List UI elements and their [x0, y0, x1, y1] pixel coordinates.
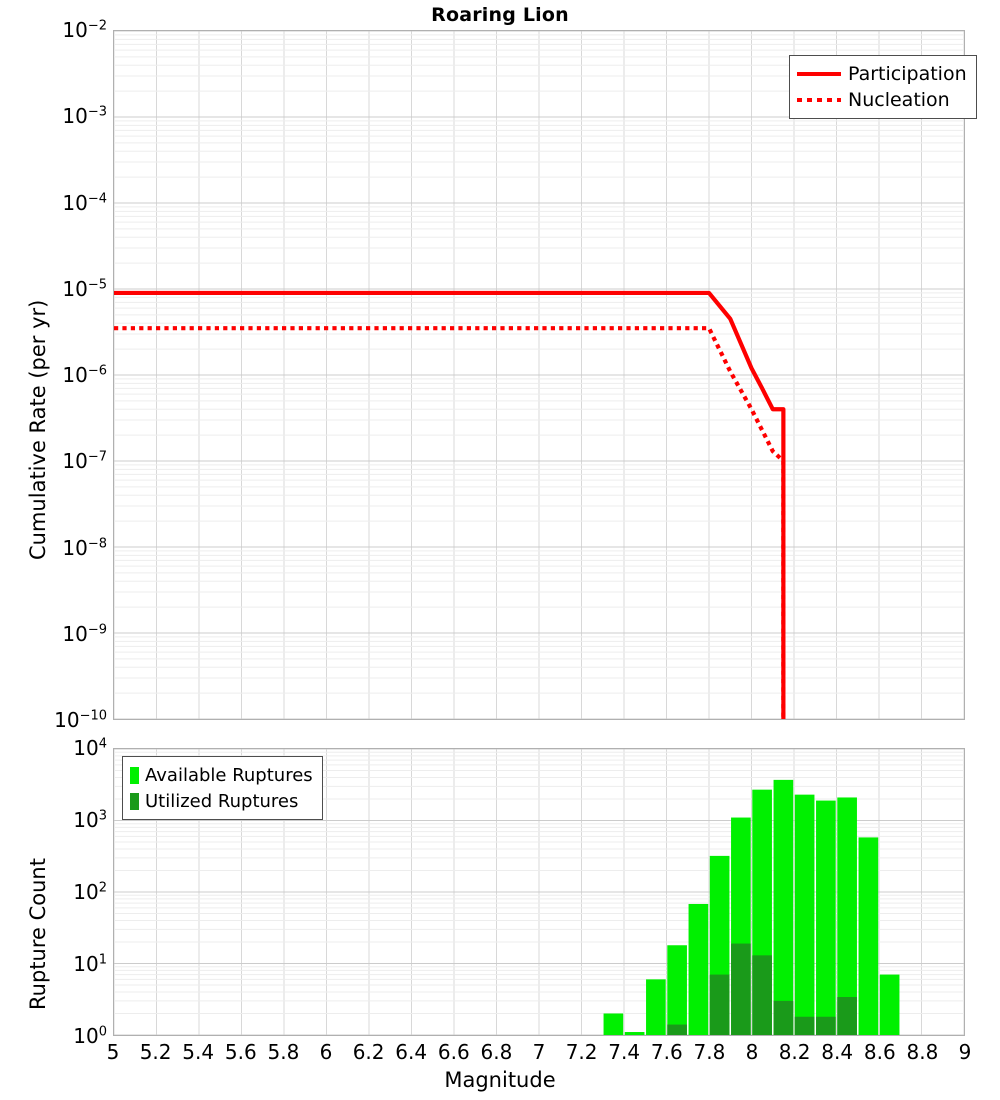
- figure-title: Roaring Lion: [0, 4, 1000, 26]
- x-tick-label: 6: [320, 1040, 333, 1064]
- legend-label: Participation: [848, 63, 967, 85]
- available-rupture-bar: [667, 945, 687, 1035]
- x-tick-label: 6.8: [480, 1040, 512, 1064]
- x-tick-label: 5.4: [182, 1040, 214, 1064]
- legend-label: Nucleation: [848, 89, 950, 111]
- x-tick-label: 7.8: [693, 1040, 725, 1064]
- y-tick-label: 10−6: [0, 363, 107, 387]
- x-tick-label: 7.6: [651, 1040, 683, 1064]
- available-color-swatch-icon: [130, 767, 139, 784]
- legend-item-available-ruptures: Available Ruptures: [130, 762, 313, 788]
- y-tick-label: 101: [0, 952, 107, 976]
- available-rupture-bar: [625, 1032, 645, 1035]
- top-legend: Participation Nucleation: [789, 55, 977, 119]
- available-rupture-bar: [816, 801, 836, 1035]
- utilized-rupture-bar: [816, 1017, 836, 1035]
- figure-root: Roaring Lion 10−2 10−3 10−4 10−5 10−6 10−7 10−…: [0, 0, 1000, 1100]
- y-tick-label: 104: [0, 736, 107, 760]
- y-tick-label: 10−2: [0, 18, 107, 42]
- x-tick-label: 7.2: [566, 1040, 598, 1064]
- solid-line-icon: [797, 65, 841, 83]
- available-rupture-bar: [689, 904, 709, 1035]
- y-tick-label: 102: [0, 880, 107, 904]
- bottom-legend: Available Ruptures Utilized Ruptures: [122, 756, 323, 820]
- x-tick-label: 6.4: [395, 1040, 427, 1064]
- x-tick-label: 7: [533, 1040, 546, 1064]
- y-tick-label: 10−9: [0, 622, 107, 646]
- legend-item-nucleation: Nucleation: [797, 87, 967, 113]
- x-tick-label: 8.2: [779, 1040, 811, 1064]
- legend-item-participation: Participation: [797, 61, 967, 87]
- utilized-rupture-bar: [752, 955, 772, 1035]
- dotted-line-icon: [797, 91, 841, 109]
- bottom-y-axis-title: Rupture Count: [26, 858, 50, 1010]
- y-tick-label: 10−10: [0, 708, 107, 732]
- top-y-axis-title: Cumulative Rate (per yr): [26, 300, 50, 560]
- legend-label: Available Ruptures: [145, 765, 313, 786]
- x-tick-label: 8.8: [906, 1040, 938, 1064]
- utilized-rupture-bar: [837, 997, 857, 1035]
- x-axis-title: Magnitude: [0, 1068, 1000, 1092]
- x-tick-label: 5.2: [140, 1040, 172, 1064]
- x-tick-label: 5.8: [267, 1040, 299, 1064]
- cumulative-rate-plot: [113, 30, 965, 720]
- x-tick-label: 6.6: [438, 1040, 470, 1064]
- available-rupture-bar: [604, 1013, 624, 1035]
- utilized-rupture-bar: [710, 975, 730, 1035]
- utilized-rupture-bar: [667, 1025, 687, 1035]
- x-tick-label: 8.4: [821, 1040, 853, 1064]
- utilized-color-swatch-icon: [130, 793, 139, 810]
- y-tick-label: 103: [0, 808, 107, 832]
- utilized-rupture-bar: [795, 1017, 815, 1035]
- available-rupture-bar: [880, 975, 900, 1035]
- available-rupture-bar: [646, 979, 666, 1035]
- utilized-rupture-bar: [731, 944, 751, 1035]
- available-rupture-bar: [774, 780, 794, 1035]
- y-tick-label: 10−3: [0, 104, 107, 128]
- utilized-rupture-bar: [774, 1001, 794, 1035]
- legend-label: Utilized Ruptures: [145, 791, 298, 812]
- x-tick-label: 5.6: [225, 1040, 257, 1064]
- x-tick-label: 7.4: [608, 1040, 640, 1064]
- x-tick-label: 9: [959, 1040, 972, 1064]
- rate-curves: [114, 31, 964, 719]
- x-tick-label: 6.2: [353, 1040, 385, 1064]
- y-tick-label: 100: [0, 1024, 107, 1048]
- y-tick-label: 10−4: [0, 191, 107, 215]
- available-rupture-bar: [795, 795, 815, 1035]
- y-tick-label: 10−7: [0, 449, 107, 473]
- legend-item-utilized-ruptures: Utilized Ruptures: [130, 788, 313, 814]
- x-tick-label: 8.6: [864, 1040, 896, 1064]
- x-tick-label: 8: [746, 1040, 759, 1064]
- x-tick-label: 5: [107, 1040, 120, 1064]
- available-rupture-bar: [859, 837, 879, 1035]
- y-tick-label: 10−5: [0, 277, 107, 301]
- y-tick-label: 10−8: [0, 536, 107, 560]
